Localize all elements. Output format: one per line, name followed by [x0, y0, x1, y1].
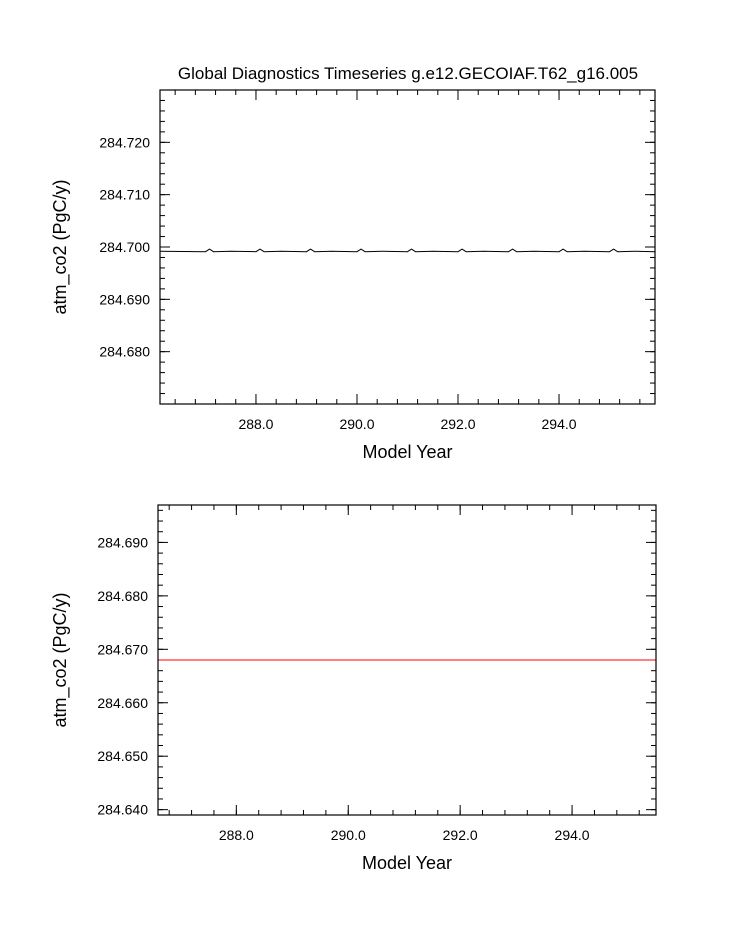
x-tick-label: 294.0: [555, 827, 590, 843]
y-tick-label: 284.700: [99, 239, 150, 255]
y-tick-label: 284.640: [97, 802, 148, 818]
y-tick-label: 284.690: [99, 291, 150, 307]
plot-frame: [157, 504, 657, 816]
y-tick-label: 284.710: [99, 187, 150, 203]
x-tick-label: 288.0: [238, 416, 273, 432]
bottom-plot-panel: 288.0 290.0 292.0 294.0 284.640 284.650 284.66…: [50, 504, 657, 873]
x-tick-label: 288.0: [219, 827, 254, 843]
x-tick-label: 294.0: [542, 416, 577, 432]
chart-title: Global Diagnostics Timeseries g.e12.GECO…: [178, 64, 638, 83]
y-tick-label: 284.680: [97, 588, 148, 604]
x-axis-label: Model Year: [362, 442, 452, 462]
y-tick-label: 284.660: [97, 695, 148, 711]
y-tick-label: 284.650: [97, 748, 148, 764]
y-axis-label: atm_co2 (PgC/y): [50, 179, 71, 314]
y-tick-label: 284.670: [97, 641, 148, 657]
series-line: [159, 248, 656, 253]
x-tick-label: 292.0: [443, 827, 478, 843]
top-plot-panel: 288.0 290.0 292.0 294.0 284.680 284.690 284.70…: [50, 89, 656, 462]
x-tick-label: 290.0: [339, 416, 374, 432]
x-tick-label: 290.0: [331, 827, 366, 843]
y-tick-label: 284.720: [99, 134, 150, 150]
y-tick-label: 284.690: [97, 534, 148, 550]
x-tick-label: 292.0: [440, 416, 475, 432]
x-axis-label: Model Year: [362, 853, 452, 873]
y-axis-label: atm_co2 (PgC/y): [50, 592, 71, 727]
plot-frame: [159, 89, 656, 405]
y-tick-label: 284.680: [99, 344, 150, 360]
